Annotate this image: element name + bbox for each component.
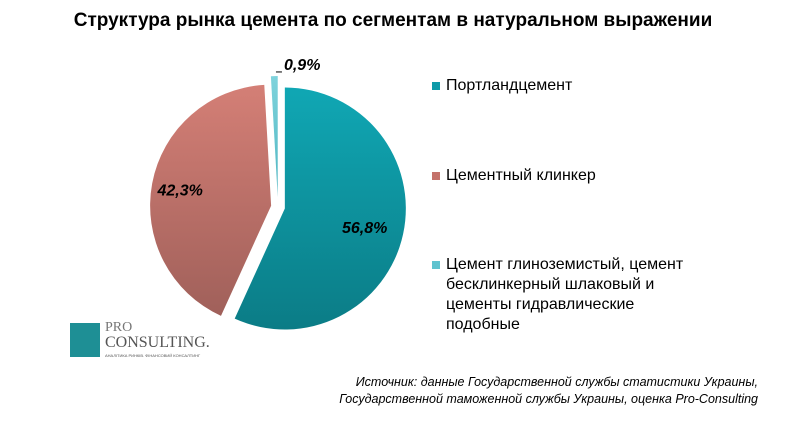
slice-other	[270, 76, 278, 198]
data-label: 56,8%	[342, 220, 387, 237]
slice-portland	[234, 87, 406, 330]
legend-item-other: Цемент глиноземистый, цемент бесклинкерн…	[432, 255, 712, 335]
logo-mark	[70, 323, 100, 357]
slice-clinker	[150, 84, 272, 316]
legend-swatch	[432, 261, 440, 269]
source-line-2: Государственной таможенной службы Украин…	[339, 392, 758, 406]
legend-swatch	[432, 82, 440, 90]
legend-item-portland: Портландцемент	[432, 76, 572, 96]
data-label: 42,3%	[156, 183, 202, 200]
logo-consulting: CONSULTING.	[105, 334, 210, 351]
source-line-1: Источник: данные Государственной службы …	[355, 375, 758, 389]
chart-title: Структура рынка цемента по сегментам в н…	[73, 10, 713, 31]
source-note: Источник: данные Государственной службы …	[339, 374, 758, 408]
legend-label: Цемент глиноземистый, цемент бесклинкерн…	[446, 256, 684, 333]
legend-label: Цементный клинкер	[446, 167, 596, 184]
legend-item-clinker: Цементный клинкер	[432, 166, 596, 186]
logo-tagline: АНАЛІТИКА РИНКІВ. ФІНАНСОВИЙ КОНСАЛТИНГ	[105, 353, 201, 358]
logo-pro: PRO	[105, 320, 133, 335]
legend-swatch	[432, 172, 440, 180]
legend-label: Портландцемент	[446, 77, 573, 94]
pro-consulting-logo: PRO CONSULTING. АНАЛІТИКА РИНКІВ. ФІНАНС…	[70, 320, 210, 362]
data-label: 0,9%	[284, 57, 320, 74]
